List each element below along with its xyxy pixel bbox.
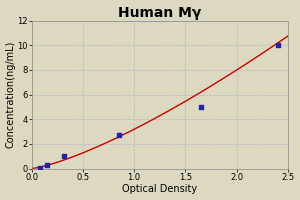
- Title: Human Mγ: Human Mγ: [118, 6, 201, 20]
- Point: [116, 134, 121, 137]
- Y-axis label: Concentration(ng/mL): Concentration(ng/mL): [6, 41, 16, 148]
- Point: [62, 155, 67, 158]
- Point: [45, 163, 50, 166]
- Point: [198, 105, 203, 109]
- Point: [38, 166, 42, 169]
- X-axis label: Optical Density: Optical Density: [122, 184, 197, 194]
- Point: [275, 44, 280, 47]
